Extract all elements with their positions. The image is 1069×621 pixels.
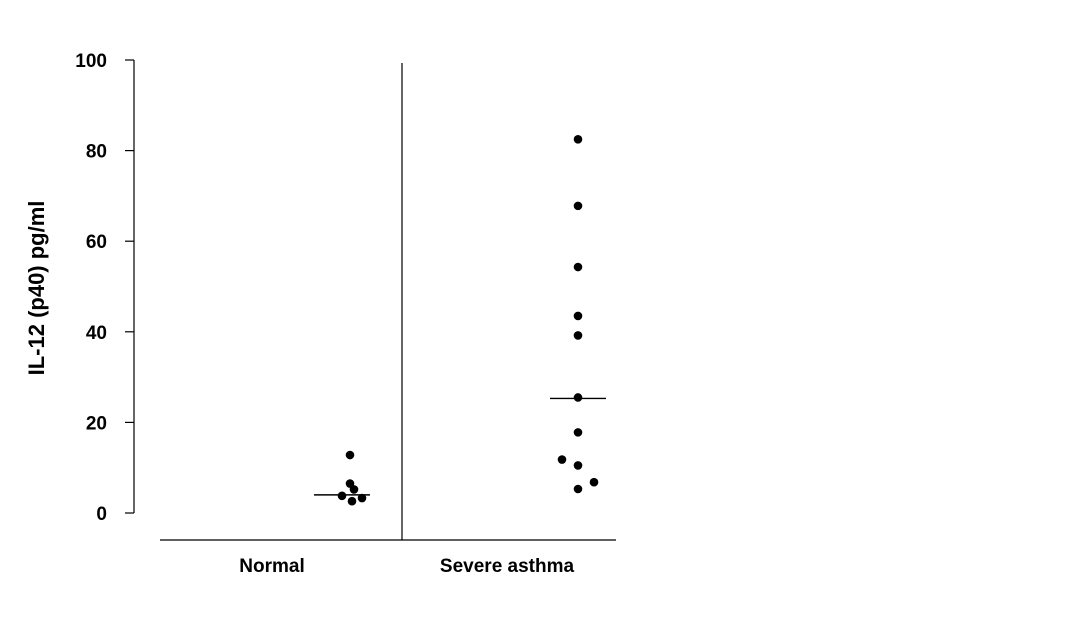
data-point	[345, 450, 355, 460]
data-point	[589, 477, 599, 487]
data-point	[557, 455, 567, 464]
median-lines	[314, 397, 606, 496]
y-tick-label: 80	[86, 142, 107, 163]
y-ticks: 0 20 40 60 80 100	[75, 51, 134, 525]
data-point	[573, 428, 583, 437]
y-tick-label: 60	[86, 232, 107, 253]
data-point	[573, 461, 583, 470]
data-point	[357, 493, 367, 503]
data-point	[573, 134, 583, 144]
category-label-normal: Normal	[239, 556, 304, 577]
y-tick-label: 100	[75, 51, 107, 72]
data-point	[573, 484, 583, 494]
category-label-severe-asthma: Severe asthma	[440, 556, 575, 577]
data-point	[573, 262, 583, 272]
y-tick-label: 40	[86, 323, 107, 344]
y-tick-label: 20	[86, 413, 107, 434]
data-points	[337, 134, 599, 506]
data-point	[349, 485, 359, 494]
data-point	[573, 393, 583, 402]
data-point	[337, 491, 347, 501]
y-tick-label: 0	[96, 504, 107, 525]
data-point	[573, 311, 583, 321]
data-point	[347, 496, 357, 506]
data-point	[573, 201, 583, 211]
data-point	[573, 331, 583, 340]
y-axis-title: IL-12 (p40) pg/ml	[24, 201, 49, 376]
